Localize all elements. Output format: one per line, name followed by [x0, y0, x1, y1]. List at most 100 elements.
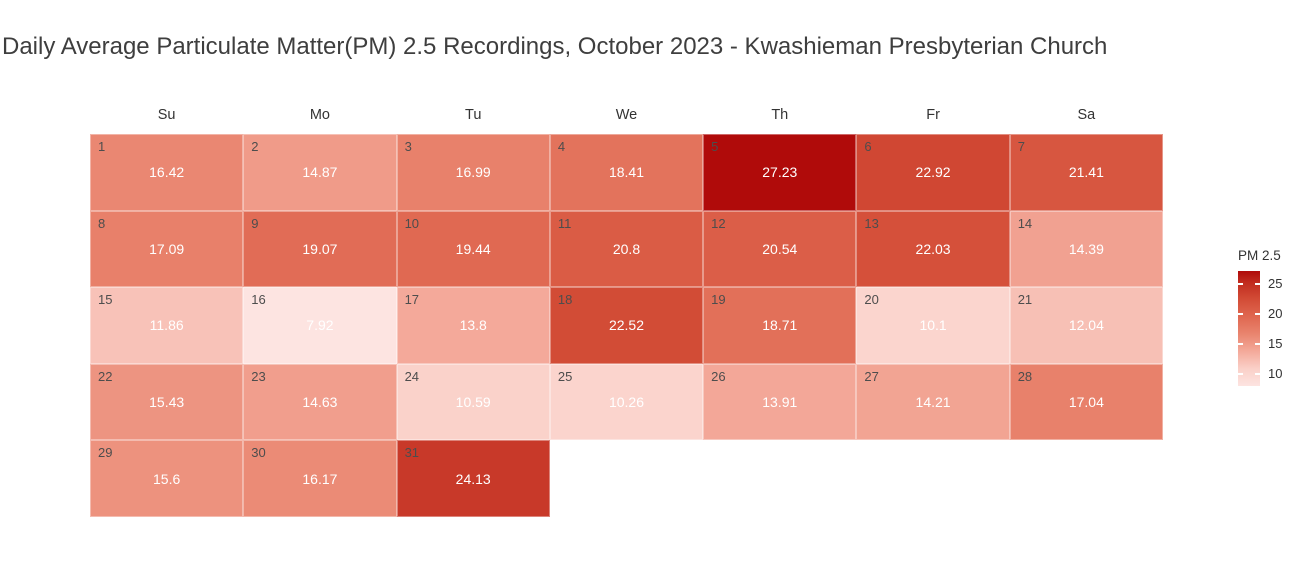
- legend-tick-mark: [1238, 283, 1243, 286]
- pm-value: 7.92: [306, 317, 334, 334]
- calendar-cell: 3 16.99: [396, 134, 550, 211]
- calendar-cell: 17 13.8: [396, 287, 550, 364]
- day-number: 13: [864, 215, 879, 231]
- pm-value: 24.13: [455, 470, 491, 487]
- pm-value: 22.03: [915, 240, 951, 257]
- calendar-cell: 16 7.92: [243, 287, 397, 364]
- pm-value: 18.71: [762, 317, 798, 334]
- calendar-cell: 27 14.21: [856, 363, 1010, 441]
- pm-value: 17.09: [149, 240, 185, 257]
- calendar-cell: 1 16.42: [90, 134, 244, 211]
- day-number: 11: [557, 215, 572, 231]
- day-number: 6: [864, 139, 872, 154]
- pm-value: 14.21: [915, 394, 951, 411]
- pm-value: 20.54: [762, 240, 798, 257]
- day-number: 10: [404, 215, 420, 231]
- calendar-cell: 29 15.6: [90, 440, 244, 517]
- day-number: 27: [864, 368, 879, 384]
- pm-value: 20.8: [612, 240, 641, 257]
- calendar-cell: 24 10.59: [396, 363, 550, 441]
- day-number: 18: [557, 292, 573, 308]
- day-number: 17: [404, 292, 420, 308]
- legend-tick-label: 20: [1268, 306, 1283, 322]
- pm-value: 16.42: [149, 164, 185, 181]
- weekday-header-sa: Sa: [1077, 107, 1096, 123]
- calendar-cell: 22 15.43: [90, 363, 244, 441]
- legend-tick-label: 25: [1268, 276, 1283, 292]
- pm-value: 22.92: [915, 164, 951, 181]
- calendar-cell: 26 13.91: [703, 363, 857, 441]
- pm-value: 15.43: [149, 394, 185, 411]
- pm-value: 10.59: [455, 394, 491, 411]
- calendar-cell: 23 14.63: [243, 363, 397, 441]
- day-number: 1: [98, 139, 106, 154]
- calendar-cell: 13 22.03: [856, 210, 1010, 288]
- calendar-cell: 14 14.39: [1009, 210, 1163, 288]
- day-number: 4: [557, 139, 566, 154]
- day-number: 31: [404, 445, 420, 461]
- legend-tick-label: 10: [1268, 365, 1283, 381]
- pm-value: 19.07: [302, 240, 338, 257]
- pm-value: 18.41: [608, 164, 645, 181]
- day-number: 20: [864, 292, 879, 308]
- calendar-cell: 19 18.71: [703, 287, 857, 364]
- day-number: 2: [251, 139, 259, 154]
- day-number: 30: [251, 445, 266, 461]
- pm-value: 11.86: [149, 317, 184, 334]
- day-number: 16: [251, 292, 266, 308]
- calendar-cell: 12 20.54: [703, 210, 857, 288]
- calendar-cell: 5 27.23: [703, 134, 857, 211]
- day-number: 19: [711, 292, 726, 308]
- day-number: 7: [1017, 139, 1025, 154]
- pm-value: 14.63: [302, 394, 338, 411]
- weekday-header-tu: Tu: [465, 107, 482, 123]
- calendar-cell: 11 20.8: [549, 210, 704, 288]
- day-number: 3: [404, 139, 412, 154]
- calendar-cell: 2 14.87: [243, 134, 397, 211]
- pm-value: 15.6: [153, 470, 181, 487]
- calendar-cell: 21 12.04: [1009, 287, 1163, 364]
- weekday-header-mo: Mo: [309, 107, 330, 123]
- calendar-cell: 20 10.1: [856, 287, 1010, 364]
- day-number: 24: [404, 368, 420, 384]
- pm-value: 12.04: [1068, 317, 1104, 334]
- day-number: 21: [1017, 292, 1033, 308]
- pm-value: 14.87: [302, 164, 338, 181]
- calendar-cell: 25 10.26: [549, 363, 704, 441]
- day-number: 23: [251, 368, 266, 384]
- legend-tick-mark: [1255, 342, 1260, 345]
- legend-tick-mark: [1255, 313, 1260, 316]
- legend-tick-mark: [1238, 342, 1243, 345]
- legend-title: PM 2.5: [1238, 248, 1281, 263]
- pm-value: 13.8: [459, 317, 487, 334]
- day-number: 9: [251, 215, 259, 231]
- calendar-cell: 4 18.41: [549, 134, 704, 211]
- calendar-cell: 9 19.07: [243, 210, 397, 288]
- pm-value: 27.23: [762, 164, 798, 181]
- pm-value: 17.04: [1068, 394, 1104, 411]
- legend-tick-mark: [1238, 372, 1243, 375]
- day-number: 29: [98, 445, 113, 461]
- day-number: 12: [711, 215, 726, 231]
- calendar-cell: 31 24.13: [396, 440, 550, 517]
- calendar-cell: 30 16.17: [243, 440, 397, 517]
- pm-value: 22.52: [608, 317, 645, 334]
- legend-tick-mark: [1255, 283, 1260, 286]
- legend-gradient-bar: [1238, 271, 1260, 386]
- weekday-header-th: Th: [771, 107, 789, 123]
- weekday-header-fr: Fr: [926, 107, 940, 123]
- calendar-grid: 1 16.42 2 14.87 3 16.99 4 18.41 5 27.23 6 22.92 7 21.…: [90, 134, 1163, 517]
- weekday-header-su: Su: [157, 107, 176, 123]
- day-number: 22: [98, 368, 113, 384]
- pm-value: 19.44: [455, 240, 491, 257]
- legend-tick-label: 15: [1268, 335, 1283, 351]
- day-number: 5: [711, 139, 719, 154]
- chart-title: Daily Average Particulate Matter(PM) 2.5…: [2, 33, 1108, 60]
- pm-value: 16.99: [455, 164, 491, 181]
- pm-value: 10.26: [608, 394, 645, 411]
- pm-value: 13.91: [762, 394, 798, 411]
- legend-tick-mark: [1238, 313, 1243, 316]
- calendar-cell: 6 22.92: [856, 134, 1010, 211]
- day-number: 15: [98, 292, 113, 308]
- day-number: 28: [1017, 368, 1033, 384]
